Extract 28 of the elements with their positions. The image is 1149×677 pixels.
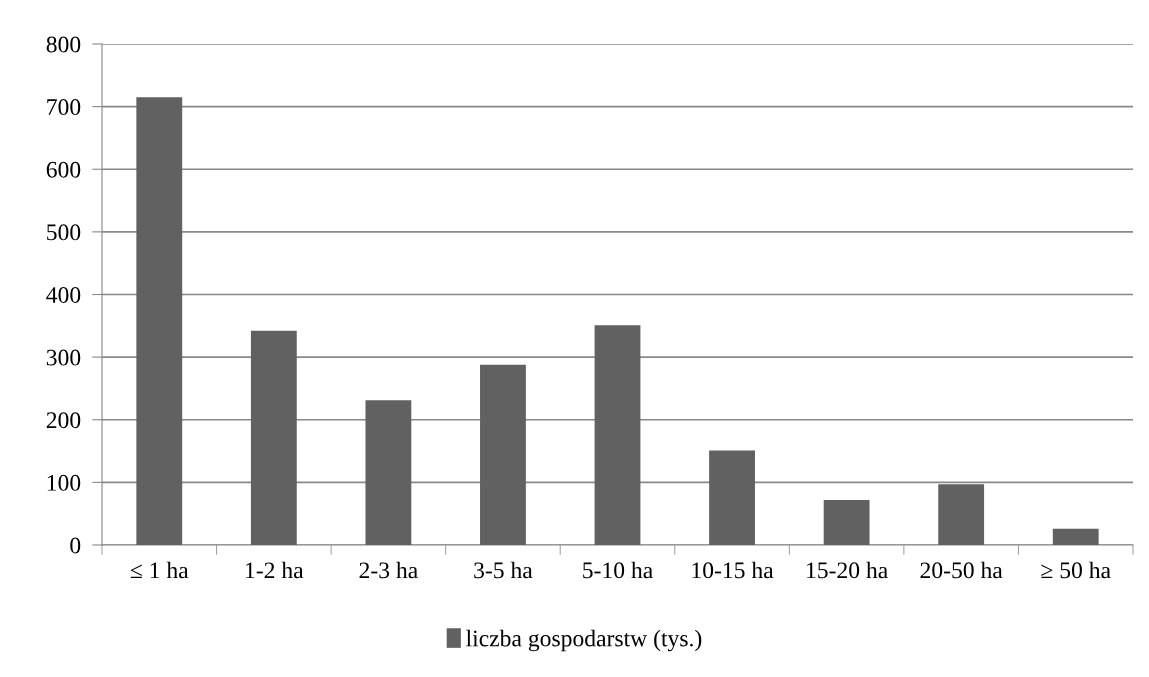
x-tick-label: 2-3 ha: [359, 561, 418, 579]
bar: [1052, 528, 1099, 545]
y-tick-label: 200: [46, 412, 81, 429]
y-tick-label: 600: [46, 161, 81, 178]
bar: [480, 364, 526, 545]
bar: [365, 400, 412, 545]
bar: [250, 330, 297, 545]
y-tick-label: 0: [70, 537, 81, 554]
x-tick-label: ≤ 1 ha: [130, 561, 189, 579]
y-tick-label: 400: [46, 286, 81, 303]
bar: [823, 499, 870, 545]
y-tick-label: 700: [47, 99, 81, 116]
bar: [136, 97, 183, 545]
x-tick-label: ≥ 50 ha: [1041, 561, 1111, 579]
y-tick-label: 500: [47, 224, 81, 241]
y-tick-label: 800: [46, 36, 81, 53]
x-tick-label: 10-15 ha: [692, 561, 774, 579]
x-tick-label: 1-2 ha: [246, 561, 304, 579]
y-tick-label: 300: [46, 349, 81, 366]
x-tick-label: 5-10 ha: [583, 561, 653, 579]
x-tick-label: 20-50 ha: [920, 561, 1003, 579]
bar: [709, 450, 755, 545]
x-tick-label: 3-5 ha: [474, 561, 533, 579]
bar: [938, 484, 985, 545]
bar: [594, 325, 641, 545]
y-tick-label: 100: [47, 474, 81, 491]
x-tick-label: 15-20 ha: [807, 561, 888, 579]
legend-label: liczba gospodarstw (tys.): [466, 629, 702, 652]
